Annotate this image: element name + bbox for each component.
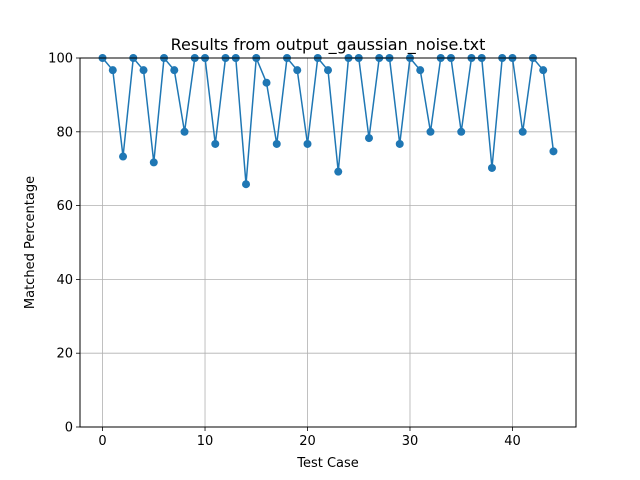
x-tick-label: 20: [299, 434, 316, 449]
data-point: [395, 139, 404, 148]
data-point: [539, 66, 548, 75]
data-point: [303, 139, 312, 148]
data-point: [334, 167, 343, 176]
axis-ticks: 0 10 20 30 40 0 20 40 60 80 100: [48, 52, 521, 450]
x-axis-label: Test Case: [296, 456, 359, 471]
data-point: [324, 66, 332, 75]
data-point: [426, 127, 435, 136]
data-point: [272, 139, 281, 148]
y-tick-label: 60: [56, 199, 73, 214]
x-tick-label: 10: [197, 434, 214, 449]
data-point: [108, 66, 117, 75]
plot-frame: [79, 57, 577, 428]
data-point: [211, 139, 220, 148]
data-point: [139, 66, 148, 75]
chart-title: Results from output_gaussian_noise.txt: [171, 35, 486, 55]
data-point: [364, 134, 373, 143]
y-axis-label: Matched Percentage: [23, 176, 38, 309]
y-tick-label: 20: [56, 347, 73, 362]
data-point: [487, 163, 496, 172]
data-point: [242, 180, 251, 189]
data-point: [518, 127, 527, 136]
data-point: [262, 78, 271, 87]
x-tick-label: 30: [402, 434, 419, 449]
x-tick-label: 40: [504, 434, 521, 449]
data-point: [457, 127, 466, 136]
data-point: [149, 158, 158, 167]
data-point: [549, 147, 558, 156]
data-point: [170, 66, 179, 75]
data-point: [119, 152, 128, 161]
y-tick-label: 0: [65, 421, 73, 436]
data-point: [416, 66, 425, 75]
y-tick-label: 80: [56, 125, 73, 140]
y-tick-label: 40: [56, 273, 73, 288]
y-tick-label: 100: [48, 52, 73, 67]
x-tick-label: 0: [98, 434, 106, 449]
data-point: [293, 66, 302, 75]
data-point: [180, 127, 189, 136]
